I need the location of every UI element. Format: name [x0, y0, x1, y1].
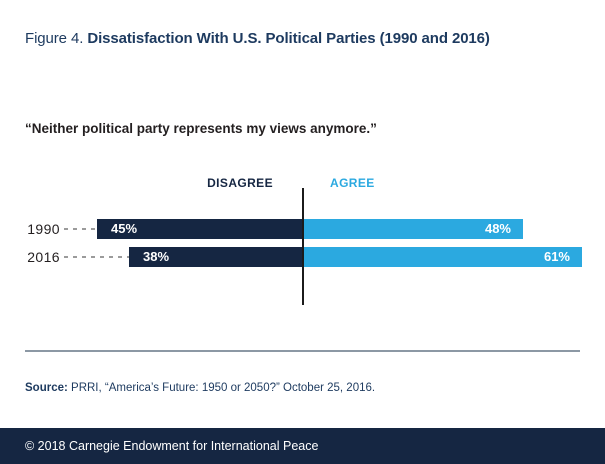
agree-column-label: AGREE — [330, 176, 375, 190]
survey-statement: “Neither political party represents my v… — [25, 121, 377, 136]
footer-bar: © 2018 Carnegie Endowment for Internatio… — [0, 428, 605, 464]
disagree-value-label-1990: 45% — [111, 221, 138, 236]
source-text: PRRI, “America’s Future: 1950 or 2050?” … — [67, 382, 376, 394]
chart-row-2016: 2016 38% 61% — [0, 247, 605, 267]
figure-number: Figure 4. — [25, 30, 88, 47]
disagree-bar-2016: 38% — [129, 247, 302, 267]
disagree-value-label-2016: 38% — [143, 249, 170, 264]
agree-value-label-1990: 48% — [484, 221, 511, 236]
agree-bar-2016: 61% — [304, 247, 582, 267]
chart-row-1990: 1990 45% 48% — [0, 219, 605, 239]
disagree-bar-1990: 45% — [97, 219, 302, 239]
source-prefix: Source: — [25, 382, 68, 394]
copyright-text: © 2018 Carnegie Endowment for Internatio… — [25, 439, 319, 453]
divider-line — [25, 350, 580, 352]
disagree-column-label: DISAGREE — [207, 176, 273, 190]
agree-value-label-2016: 61% — [543, 249, 570, 264]
agree-bar-1990: 48% — [304, 219, 523, 239]
year-label-2016: 2016 — [27, 249, 60, 265]
center-axis-line — [302, 188, 304, 305]
figure-title: Figure 4. Dissatisfaction With U.S. Poli… — [25, 30, 490, 47]
figure-title-text: Dissatisfaction With U.S. Political Part… — [87, 30, 490, 47]
year-label-1990: 1990 — [27, 221, 60, 237]
source-note: Source: PRRI, “America’s Future: 1950 or… — [25, 382, 375, 394]
